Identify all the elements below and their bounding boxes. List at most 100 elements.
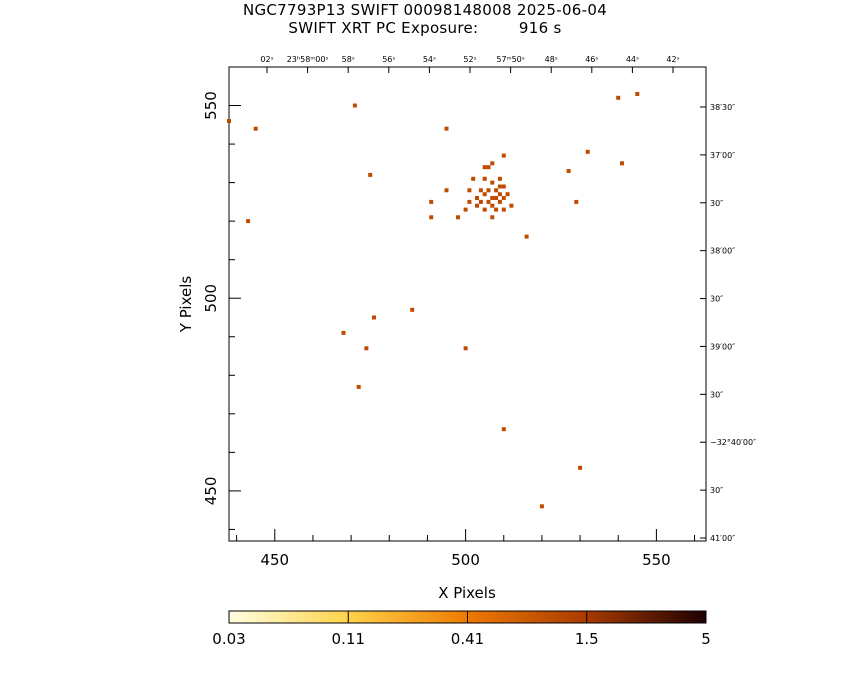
- data-point: [246, 219, 251, 224]
- data-point: [490, 196, 495, 200]
- data-point: [494, 207, 499, 212]
- data-point: [482, 207, 487, 212]
- ra-tick-label: 23ʰ58ᵐ00ˢ: [287, 55, 329, 64]
- data-point: [635, 92, 640, 96]
- data-point: [620, 161, 624, 166]
- data-point: [475, 196, 479, 200]
- data-point: [478, 199, 483, 204]
- data-point: [497, 192, 502, 197]
- ra-tick-label: 52ˢ: [463, 55, 476, 64]
- chart-subtitle: SWIFT XRT PC Exposure: 916 s: [288, 19, 562, 37]
- x-tick-label: 500: [451, 551, 480, 569]
- ra-tick-label: 57ᵐ50ˢ: [496, 55, 524, 64]
- colorbar-ticks: 0.03 0.11 0.41 1.5 5: [212, 611, 711, 648]
- ra-tick-label: 58ˢ: [342, 55, 355, 64]
- data-point: [497, 176, 502, 181]
- dec-tick-label: 30″: [710, 295, 723, 304]
- data-point: [356, 384, 361, 389]
- data-point: [463, 207, 468, 212]
- chart-title: NGC7793P13 SWIFT 00098148008 2025-06-04: [242, 1, 608, 19]
- data-point: [501, 184, 506, 189]
- y-tick-label: 550: [202, 91, 220, 120]
- data-point: [494, 188, 499, 193]
- tick-labels: 450 500 550 450 500 550: [202, 91, 671, 569]
- dec-tick-label: 30″: [710, 199, 723, 208]
- data-point: [444, 188, 449, 193]
- data-point: [490, 180, 495, 185]
- y-tick-label: 500: [202, 284, 220, 313]
- data-point: [497, 199, 502, 204]
- data-point: [467, 188, 472, 193]
- data-point: [524, 234, 529, 239]
- data-point: [494, 196, 499, 200]
- data-point: [341, 330, 346, 335]
- data-point: [429, 215, 434, 220]
- colorbar-tick-label: 0.41: [451, 630, 484, 648]
- data-point: [505, 192, 510, 197]
- data-point: [539, 504, 544, 509]
- data-points: [227, 92, 640, 509]
- data-point: [463, 346, 468, 351]
- data-point: [227, 119, 231, 123]
- data-point: [574, 199, 579, 204]
- data-point: [482, 165, 487, 170]
- data-point: [352, 103, 357, 108]
- data-point: [501, 153, 506, 158]
- data-point: [490, 215, 495, 220]
- data-point: [497, 184, 502, 189]
- dec-tick-label: −32°40′00″: [710, 438, 756, 447]
- data-point: [501, 427, 506, 432]
- data-point: [364, 346, 369, 351]
- axis-ticks: [229, 66, 696, 541]
- data-point: [490, 203, 495, 208]
- ra-axis: 02ˢ 23ʰ58ᵐ00ˢ 58ˢ 56ˢ 54ˢ 52ˢ 57ᵐ50ˢ 48ˢ 46ˢ 44ˢ 4…: [260, 55, 680, 73]
- data-point: [482, 192, 487, 197]
- x-tick-label: 450: [260, 551, 289, 569]
- data-point: [482, 176, 487, 181]
- y-axis-title: Y Pixels: [177, 276, 195, 334]
- data-point: [372, 315, 376, 320]
- dec-tick-label: 41′00″: [710, 534, 735, 543]
- data-point: [501, 196, 506, 200]
- data-point: [509, 203, 514, 208]
- plot-frame: [228, 66, 707, 542]
- data-point: [478, 188, 483, 193]
- colorbar-tick-label: 0.03: [212, 630, 245, 648]
- data-point: [368, 172, 373, 177]
- data-point: [456, 215, 460, 220]
- dec-tick-label: 30″: [710, 486, 723, 495]
- dec-tick-label: 38′30″: [710, 103, 735, 112]
- dec-tick-label: 39′00″: [710, 342, 735, 351]
- x-axis-title: X Pixels: [438, 584, 496, 602]
- colorbar-tick-label: 5: [701, 630, 711, 648]
- data-point: [475, 203, 479, 208]
- x-tick-label: 550: [642, 551, 671, 569]
- dec-axis: 38′30″ 37′00″ 30″ 38′00″ 30″ 39′00″ 30″ −32°40′…: [700, 103, 756, 543]
- ra-tick-label: 56ˢ: [382, 55, 395, 64]
- ra-tick-label: 46ˢ: [585, 55, 598, 64]
- ra-tick-label: 02ˢ: [260, 55, 273, 64]
- data-point: [253, 126, 258, 131]
- data-point: [578, 465, 583, 470]
- data-point: [501, 207, 506, 212]
- data-point: [486, 188, 491, 193]
- data-point: [486, 199, 491, 204]
- dec-tick-label: 37′00″: [710, 151, 735, 160]
- data-point: [444, 126, 449, 131]
- ra-tick-label: 42ˢ: [666, 55, 679, 64]
- data-point: [410, 307, 415, 312]
- dec-tick-label: 30″: [710, 390, 723, 399]
- data-point: [467, 199, 472, 204]
- data-point: [566, 169, 571, 173]
- data-point: [486, 165, 491, 170]
- ra-tick-label: 54ˢ: [423, 55, 436, 64]
- data-point: [471, 176, 476, 181]
- data-point: [490, 161, 495, 166]
- dec-tick-label: 38′00″: [710, 247, 735, 256]
- data-point: [616, 95, 621, 100]
- ra-tick-label: 48ˢ: [545, 55, 558, 64]
- colorbar-tick-label: 1.5: [575, 630, 599, 648]
- y-tick-label: 450: [202, 477, 220, 506]
- colorbar-tick-label: 0.11: [332, 630, 365, 648]
